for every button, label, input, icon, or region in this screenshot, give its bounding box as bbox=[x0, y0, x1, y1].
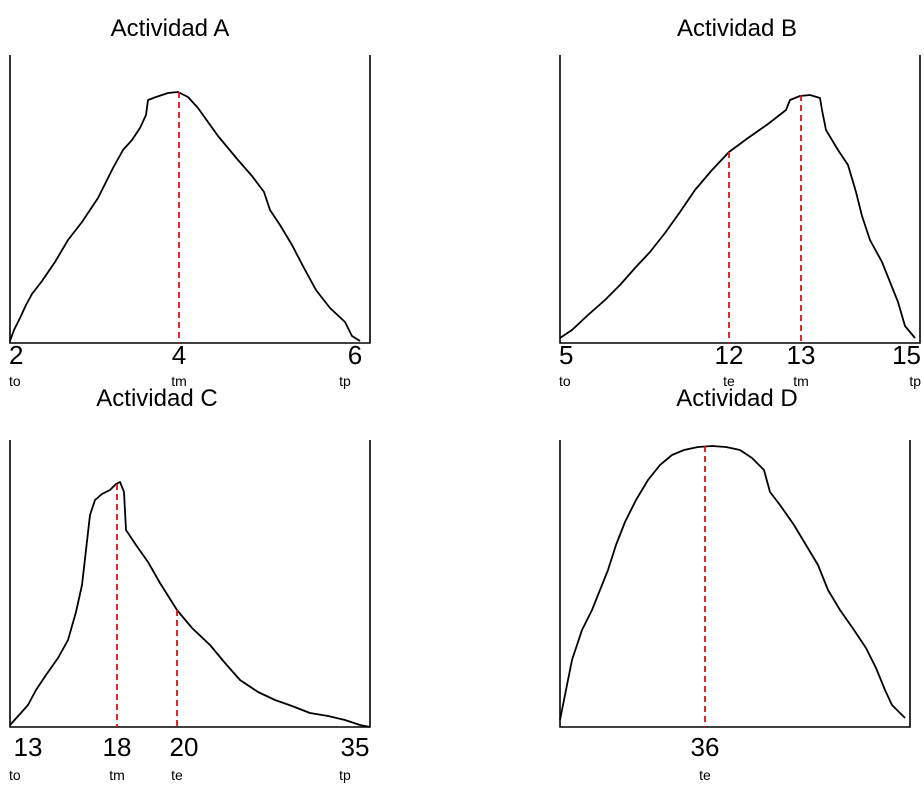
tick-label-te: te bbox=[699, 767, 711, 783]
distribution-curve bbox=[9, 91, 361, 342]
axis-frame bbox=[559, 55, 921, 344]
distribution-curve bbox=[9, 481, 371, 728]
panel-actividad-d: Actividad D 36 te bbox=[559, 385, 911, 783]
tick-value-to: 2 bbox=[9, 340, 23, 370]
axis-frame bbox=[9, 440, 371, 728]
tick-label-tm: tm bbox=[793, 373, 809, 389]
panel-actividad-b: Actividad B 5 to 12 te 13 tm 15 tp bbox=[559, 15, 921, 389]
panel-title: Actividad B bbox=[677, 15, 797, 42]
tick-value-to: 13 bbox=[14, 732, 43, 762]
tick-label-to: to bbox=[9, 373, 21, 389]
panel-title: Actividad A bbox=[111, 15, 230, 42]
tick-value-tp: 35 bbox=[341, 732, 370, 762]
tick-label-tm: tm bbox=[109, 767, 125, 783]
panel-actividad-a: Actividad A 2 to 4 tm 6 tp bbox=[9, 15, 371, 389]
panel-title: Actividad C bbox=[96, 385, 217, 412]
tick-label-tp: tp bbox=[339, 373, 351, 389]
tick-value-tm: 4 bbox=[172, 340, 186, 370]
tick-value-tp: 6 bbox=[348, 340, 362, 370]
axis-frame bbox=[9, 55, 371, 344]
tick-label-tm: tm bbox=[171, 373, 187, 389]
tick-value-tm: 13 bbox=[787, 340, 816, 370]
distribution-curve bbox=[559, 445, 906, 721]
tick-label-to: to bbox=[559, 373, 571, 389]
tick-label-tp: tp bbox=[339, 767, 351, 783]
tick-label-te: te bbox=[723, 373, 735, 389]
panel-title: Actividad D bbox=[676, 385, 797, 412]
tick-label-te: te bbox=[171, 767, 183, 783]
axis-frame bbox=[559, 440, 911, 728]
tick-value-tp: 15 bbox=[892, 340, 921, 370]
tick-value-tm: 18 bbox=[103, 732, 132, 762]
tick-value-to: 5 bbox=[559, 340, 573, 370]
tick-value-te: 36 bbox=[691, 732, 720, 762]
tick-value-te: 20 bbox=[170, 732, 199, 762]
distribution-curve bbox=[559, 94, 916, 339]
tick-value-te: 12 bbox=[715, 340, 744, 370]
panel-actividad-c: Actividad C 13 to 18 tm 20 te 35 tp bbox=[9, 385, 371, 783]
tick-label-to: to bbox=[9, 767, 21, 783]
tick-label-tp: tp bbox=[909, 373, 921, 389]
